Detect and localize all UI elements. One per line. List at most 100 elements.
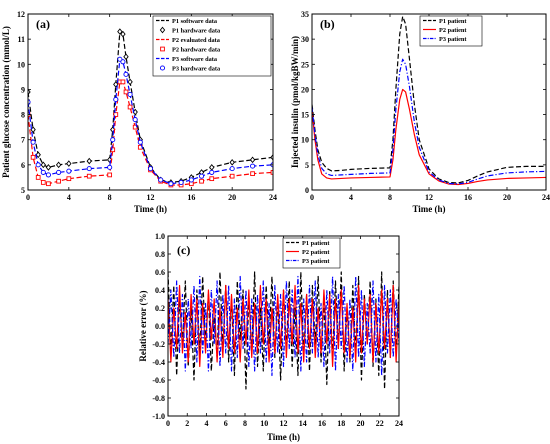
x-tick-label: 4 [67, 193, 71, 202]
legend: P1 patient P2 patient P3 patient [282, 237, 341, 269]
legend-entry: P2 hardware data [172, 46, 221, 53]
data-point [188, 177, 194, 183]
data-point [66, 168, 72, 174]
data-point [40, 161, 46, 169]
legend-entry: P2 patient [439, 27, 467, 34]
y-tick-label: 35 [301, 10, 309, 19]
x-tick-label: 8 [388, 193, 392, 202]
data-point [113, 81, 119, 88]
legend: P1 software data P1 hardware data P2 evalu… [152, 15, 272, 77]
data-point [120, 30, 126, 38]
x-tick-label: 22 [376, 419, 384, 428]
series-3 [28, 81, 273, 186]
series-3 [168, 275, 399, 377]
data-point [86, 157, 92, 165]
data-point [28, 88, 31, 96]
y-tick-label: 30 [301, 35, 309, 44]
data-point [270, 153, 273, 161]
data-point [123, 53, 129, 61]
data-point [45, 172, 51, 178]
legend-entry: P1 hardware data [172, 27, 221, 34]
data-point [229, 159, 235, 166]
series-1 [28, 31, 273, 184]
legend-entry: P1 patient [439, 18, 467, 25]
x-tick-label: 16 [318, 419, 326, 428]
series-6 [28, 56, 273, 187]
y-tick-label: 0.8 [155, 250, 165, 259]
data-point [35, 175, 41, 180]
data-point [209, 176, 215, 182]
x-tick-label: 16 [464, 193, 472, 202]
series-line [312, 58, 546, 185]
data-point [123, 71, 129, 77]
data-point [66, 176, 72, 182]
x-tick-label: 18 [337, 419, 345, 428]
data-point [123, 89, 129, 95]
x-tick-label: 12 [425, 193, 433, 202]
legend-entry: P2 evaluated data [172, 37, 221, 44]
series-line [312, 88, 546, 186]
y-tick-label: -0.8 [152, 394, 165, 403]
y-axis-label: Injected insulin (pmol/kgBW/min) [290, 36, 300, 168]
data-point [107, 164, 113, 170]
data-point [147, 166, 154, 172]
x-tick-label: 8 [243, 419, 247, 428]
x-tick-label: 20 [228, 193, 236, 202]
data-point [249, 156, 256, 164]
series-2 [312, 88, 546, 186]
series-line [28, 81, 273, 186]
y-tick-label: 11 [17, 35, 25, 44]
legend-entry: P3 software data [172, 56, 218, 63]
x-tick-label: 20 [357, 419, 365, 428]
data-point [40, 169, 46, 175]
y-tick-label: 12 [17, 10, 25, 19]
data-point [168, 181, 174, 187]
data-point [120, 79, 126, 85]
data-point [113, 96, 119, 103]
legend-entry: P2 patient [302, 249, 330, 256]
x-axis-label: Time (h) [267, 432, 300, 442]
legend-entry: P1 patient [302, 240, 330, 247]
legend-box [152, 15, 272, 77]
data-point [229, 173, 235, 179]
data-point [110, 147, 116, 153]
data-point [40, 180, 46, 185]
data-point [30, 139, 36, 145]
x-tick-label: 0 [166, 419, 170, 428]
x-tick-label: 20 [503, 193, 511, 202]
x-tick-label: 12 [280, 419, 288, 428]
data-point [56, 169, 62, 175]
data-point [127, 78, 133, 86]
x-axis-label: Time (h) [134, 204, 167, 214]
data-point [209, 164, 215, 171]
data-point [117, 28, 123, 35]
x-tick-label: 8 [108, 193, 112, 202]
panel-a: 0 4 8 12 16 20 24 5 6 7 8 9 10 11 12 Time (h) Patient gl… [1, 10, 277, 214]
y-tick-label: 9 [21, 85, 25, 94]
y-tick-label: 0.6 [155, 268, 165, 277]
series-3 [312, 58, 546, 185]
data-point [158, 177, 164, 183]
data-point [110, 137, 116, 143]
y-axis-label: Relative error (%) [138, 290, 148, 361]
legend-entry: P1 software data [172, 18, 218, 25]
data-point [55, 161, 62, 169]
data-point [127, 91, 133, 98]
legend: P1 patient P2 patient P3 patient [419, 15, 483, 47]
x-tick-label: 16 [187, 193, 195, 202]
data-point [30, 154, 36, 160]
panel-label: (b) [320, 17, 335, 31]
x-tick-label: 2 [185, 419, 189, 428]
y-tick-label: 1.0 [155, 232, 165, 241]
series-line [312, 15, 546, 184]
data-point [198, 173, 205, 179]
x-tick-label: 0 [26, 193, 30, 202]
x-tick-label: 0 [310, 193, 314, 202]
data-point [86, 173, 92, 179]
data-point [66, 160, 72, 167]
data-point [127, 104, 133, 110]
x-tick-label: 24 [269, 193, 277, 202]
y-tick-label: 0.4 [155, 286, 165, 295]
data-point [35, 151, 41, 159]
